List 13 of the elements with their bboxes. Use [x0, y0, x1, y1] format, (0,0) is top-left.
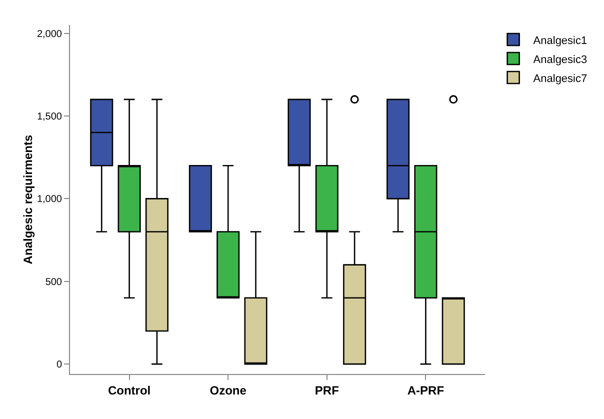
y-tick-label: 1,500: [36, 111, 62, 122]
legend-label: Analgesic7: [533, 72, 588, 85]
x-tick-label: PRF: [314, 383, 339, 398]
y-tick-label: 1,000: [36, 194, 62, 206]
y-tick-label: 500: [45, 276, 62, 288]
y-axis-title: Analgesic requirments: [20, 134, 35, 264]
legend-label: Analgesic3: [533, 54, 588, 66]
x-tick-label: A-PRF: [407, 383, 444, 398]
y-tick-label: 0: [56, 360, 62, 371]
x-tick-label: Ozone: [210, 383, 247, 398]
x-tick-label: Control: [108, 383, 151, 398]
legend-label: Analgesic1: [533, 34, 588, 47]
y-tick-label: 2,000: [36, 28, 62, 40]
